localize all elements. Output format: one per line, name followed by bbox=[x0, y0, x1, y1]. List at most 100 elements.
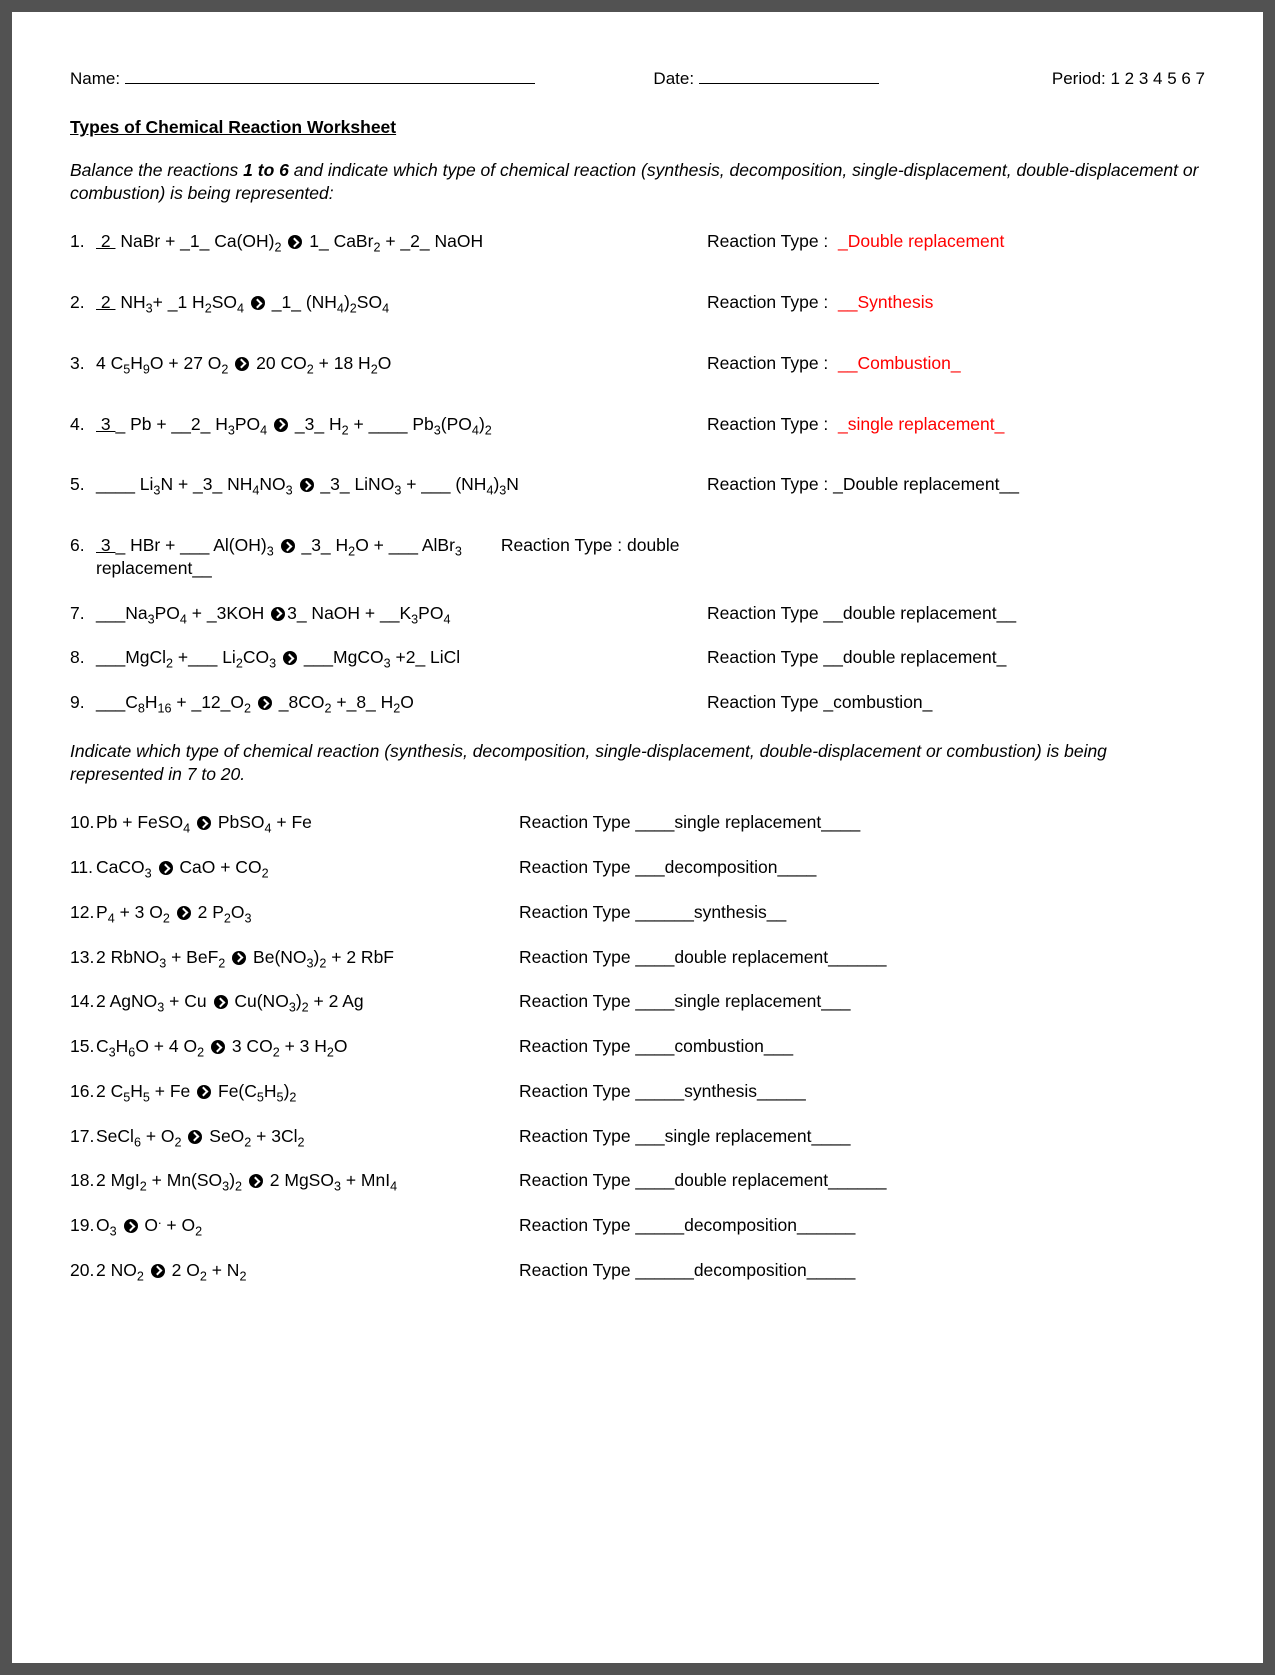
reaction-type-10: Reaction Type ____single replacement____ bbox=[519, 811, 1205, 834]
answer-19: decomposition bbox=[684, 1215, 797, 1235]
equation-19: O3 O. + O2 bbox=[96, 1214, 519, 1237]
question-16: 16. 2 C5H5 + Fe Fe(C5H5)2 Reaction Type … bbox=[70, 1080, 1205, 1103]
reaction-type-17: Reaction Type ___single replacement____ bbox=[519, 1125, 1205, 1148]
answer-8: double replacement bbox=[843, 647, 997, 667]
rt-label: Reaction Type bbox=[707, 414, 819, 434]
rt-label: Reaction Type bbox=[707, 692, 819, 712]
question-18: 18. 2 MgI2 + Mn(SO3)2 2 MgSO3 + MnI4 Rea… bbox=[70, 1169, 1205, 1192]
answer-18: double replacement bbox=[674, 1170, 828, 1190]
equation-2: 2 NH3+ _1 H2SO4 _1_ (NH4)2SO4 bbox=[96, 291, 707, 314]
question-20: 20. 2 NO2 2 O2 + N2 Reaction Type ______… bbox=[70, 1259, 1205, 1282]
reaction-type-16: Reaction Type _____synthesis_____ bbox=[519, 1080, 1205, 1103]
equation-17: SeCl6 + O2 SeO2 + 3Cl2 bbox=[96, 1125, 519, 1148]
qnum-3: 3. bbox=[70, 352, 96, 375]
arrow-icon bbox=[281, 539, 295, 553]
qnum-8: 8. bbox=[70, 646, 96, 669]
rt-label: Reaction Type bbox=[707, 353, 819, 373]
arrow-icon bbox=[249, 1174, 263, 1188]
rt-label: Reaction Type bbox=[707, 231, 819, 251]
qnum-13: 13. bbox=[70, 946, 96, 969]
answer-9: combustion bbox=[833, 692, 923, 712]
qnum-16: 16. bbox=[70, 1080, 96, 1103]
instruction-2: Indicate which type of chemical reaction… bbox=[70, 740, 1205, 786]
question-6: 6. 3 _ HBr + ___ Al(OH)3 _3_ H2O + ___ A… bbox=[70, 534, 1205, 580]
name-field: Name: bbox=[70, 68, 645, 90]
question-14: 14. 2 AgNO3 + Cu Cu(NO3)2 + 2 Ag Reactio… bbox=[70, 990, 1205, 1013]
answer-3: __Combustion_ bbox=[838, 353, 961, 373]
date-field: Date: bbox=[653, 68, 1043, 90]
arrow-icon bbox=[258, 696, 272, 710]
rt-label: Reaction Type bbox=[501, 535, 613, 555]
qnum-10: 10. bbox=[70, 811, 96, 834]
arrow-icon bbox=[159, 861, 173, 875]
arrow-icon bbox=[251, 296, 265, 310]
question-12: 12. P4 + 3 O2 2 P2O3 Reaction Type _____… bbox=[70, 901, 1205, 924]
instr1-a: Balance the reactions bbox=[70, 160, 243, 180]
question-15: 15. C3H6O + 4 O2 3 CO2 + 3 H2O Reaction … bbox=[70, 1035, 1205, 1058]
rt-label: Reaction Type bbox=[519, 1215, 631, 1235]
answer-1: _Double replacement bbox=[838, 231, 1004, 251]
question-17: 17. SeCl6 + O2 SeO2 + 3Cl2 Reaction Type… bbox=[70, 1125, 1205, 1148]
rt-label: Reaction Type bbox=[519, 1170, 631, 1190]
instruction-1: Balance the reactions 1 to 6 and indicat… bbox=[70, 159, 1205, 205]
rt-label: Reaction Type bbox=[519, 991, 631, 1011]
arrow-icon bbox=[197, 816, 211, 830]
qnum-17: 17. bbox=[70, 1125, 96, 1148]
qnum-14: 14. bbox=[70, 990, 96, 1013]
reaction-type-4: Reaction Type : _single replacement_ bbox=[707, 413, 1205, 436]
equation-4: 3 _ Pb + __2_ H3PO4 _3_ H2 + ____ Pb3(PO… bbox=[96, 413, 707, 436]
arrow-icon bbox=[283, 651, 297, 665]
equation-9: ___C8H16 + _12_O2 _8CO2 +_8_ H2O bbox=[96, 691, 707, 714]
rt-label: Reaction Type bbox=[707, 647, 819, 667]
question-19: 19. O3 O. + O2 Reaction Type _____decomp… bbox=[70, 1214, 1205, 1237]
reaction-type-9: Reaction Type _combustion_ bbox=[707, 691, 1205, 714]
equation-10: Pb + FeSO4 PbSO4 + Fe bbox=[96, 811, 519, 834]
answer-2: __Synthesis bbox=[838, 292, 933, 312]
reaction-type-15: Reaction Type ____combustion___ bbox=[519, 1035, 1205, 1058]
equation-20: 2 NO2 2 O2 + N2 bbox=[96, 1259, 519, 1282]
instr1-b: 1 to 6 bbox=[243, 160, 289, 180]
name-label: Name: bbox=[70, 69, 120, 88]
rt-label: Reaction Type bbox=[519, 947, 631, 967]
date-label: Date: bbox=[653, 69, 694, 88]
worksheet-title: Types of Chemical Reaction Worksheet bbox=[70, 116, 1205, 139]
arrow-icon bbox=[235, 357, 249, 371]
answer-15: combustion bbox=[674, 1036, 764, 1056]
question-7: 7. ___Na3PO4 + _3KOH 3_ NaOH + __K3PO4 R… bbox=[70, 602, 1205, 625]
arrow-icon bbox=[232, 951, 246, 965]
qnum-7: 7. bbox=[70, 602, 96, 625]
question-9: 9. ___C8H16 + _12_O2 _8CO2 +_8_ H2O Reac… bbox=[70, 691, 1205, 714]
reaction-type-8: Reaction Type __double replacement_ bbox=[707, 646, 1205, 669]
qnum-19: 19. bbox=[70, 1214, 96, 1237]
rt-label: Reaction Type bbox=[519, 1260, 631, 1280]
question-2: 2. 2 NH3+ _1 H2SO4 _1_ (NH4)2SO4 Reactio… bbox=[70, 291, 1205, 314]
qnum-11: 11. bbox=[70, 856, 96, 879]
arrow-icon bbox=[274, 418, 288, 432]
qnum-12: 12. bbox=[70, 901, 96, 924]
arrow-icon bbox=[188, 1130, 202, 1144]
answer-11: decomposition bbox=[665, 857, 778, 877]
answer-5: Double replacement bbox=[843, 474, 1000, 494]
qnum-2: 2. bbox=[70, 291, 96, 314]
arrow-icon bbox=[151, 1264, 165, 1278]
equation-16: 2 C5H5 + Fe Fe(C5H5)2 bbox=[96, 1080, 519, 1103]
reaction-type-14: Reaction Type ____single replacement___ bbox=[519, 990, 1205, 1013]
reaction-type-1: Reaction Type : _Double replacement bbox=[707, 230, 1205, 253]
qnum-15: 15. bbox=[70, 1035, 96, 1058]
qnum-5: 5. bbox=[70, 473, 96, 496]
question-10: 10. Pb + FeSO4 PbSO4 + Fe Reaction Type … bbox=[70, 811, 1205, 834]
arrow-icon bbox=[177, 906, 191, 920]
reaction-type-11: Reaction Type ___decomposition____ bbox=[519, 856, 1205, 879]
rt-label: Reaction Type bbox=[707, 603, 819, 623]
qnum-18: 18. bbox=[70, 1169, 96, 1192]
arrow-icon bbox=[214, 995, 228, 1009]
arrow-icon bbox=[197, 1085, 211, 1099]
reaction-type-7: Reaction Type __double replacement__ bbox=[707, 602, 1205, 625]
equation-15: C3H6O + 4 O2 3 CO2 + 3 H2O bbox=[96, 1035, 519, 1058]
answer-14: single replacement bbox=[674, 991, 821, 1011]
reaction-type-3: Reaction Type : __Combustion_ bbox=[707, 352, 1205, 375]
period-field: Period: 1 2 3 4 5 6 7 bbox=[1052, 68, 1205, 90]
rt-label: Reaction Type bbox=[519, 902, 631, 922]
arrow-icon bbox=[300, 478, 314, 492]
equation-8: ___MgCl2 +___ Li2CO3 ___MgCO3 +2_ LiCl bbox=[96, 646, 707, 669]
